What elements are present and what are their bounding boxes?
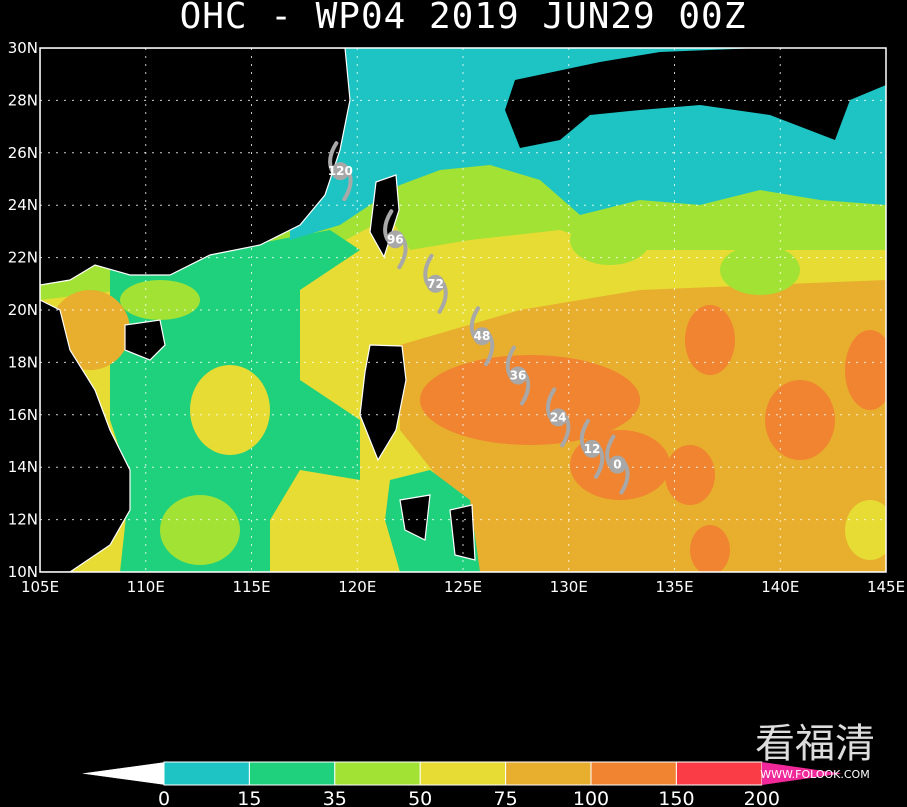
track-hour-label: 48 (474, 329, 491, 343)
title: OHC - WP04 2019 JUN29 00Z (180, 0, 747, 37)
colorbar: 0 15 35 50 75 100 150 200 (79, 761, 842, 807)
colorbar-box (590, 761, 677, 786)
track-hour-label: 12 (584, 442, 601, 456)
cyclone-center (426, 274, 445, 293)
colorbar-box (419, 761, 507, 786)
lon-tick-label: 130E (550, 578, 588, 596)
colorbar-label: 150 (658, 788, 694, 807)
lat-tick-label: 22N (8, 249, 38, 267)
colorbar-label: 75 (494, 788, 518, 807)
watermark-url: WWW.FOLOOK.COM (760, 768, 869, 781)
lon-tick-label: 145E (867, 578, 905, 596)
cyclone-center (473, 327, 492, 346)
lat-tick-label: 14N (8, 458, 38, 476)
track-hour-label: 24 (550, 410, 567, 424)
lon-tick-label: 115E (232, 578, 270, 596)
lon-tick-label: 125E (444, 578, 482, 596)
track-hour-label: 36 (510, 369, 527, 383)
colorbar-over (761, 762, 842, 785)
colorbar-label: 100 (573, 788, 609, 807)
cyclone-symbol (383, 209, 408, 270)
colorbar-label: 0 (158, 788, 170, 807)
cyclone-symbol (469, 306, 495, 367)
colorbar-label: 15 (237, 788, 261, 807)
colorbar-box (675, 761, 763, 786)
track-hour-label: 0 (613, 458, 621, 472)
colorbar-under (79, 761, 165, 786)
cyclone-symbol (505, 345, 531, 406)
lat-tick-label: 10N (8, 563, 38, 581)
lat-tick-label: 26N (8, 144, 38, 162)
lat-tick-label: 16N (8, 406, 38, 424)
cyclone-center (331, 162, 350, 181)
lon-tick-label: 135E (655, 578, 693, 596)
cyclone-center (549, 408, 568, 427)
cyclone-center (508, 366, 527, 385)
cyclone-symbol (605, 434, 630, 495)
lat-tick-label: 12N (8, 511, 38, 529)
lon-tick-label: 105E (21, 578, 59, 596)
lon-tick-label: 120E (338, 578, 376, 596)
colorbar-label: 200 (744, 788, 780, 807)
ohc-field (40, 48, 886, 572)
watermark: 看福清 (755, 721, 875, 767)
lon-tick-label: 110E (127, 578, 165, 596)
cyclone-symbol (545, 387, 571, 448)
colorbar-label: 35 (323, 788, 347, 807)
lat-tick-label: 20N (8, 301, 38, 319)
grid: 105E 110E 115E 120E 125E 130E 135E 140E 145E 10N 1… (8, 39, 905, 596)
track-hour-label: 96 (387, 232, 404, 246)
lon-tick-label: 140E (761, 578, 799, 596)
colorbar-box (505, 761, 592, 786)
lat-tick-label: 28N (8, 91, 38, 109)
cyclone-center (608, 455, 627, 474)
colorbar-label: 50 (408, 788, 432, 807)
cyclone-symbol (579, 418, 605, 479)
lat-tick-label: 30N (8, 39, 38, 57)
lat-tick-label: 18N (8, 353, 38, 371)
track-hour-label: 120 (328, 164, 353, 178)
cyclone-symbol (328, 141, 353, 202)
colorbar-box (334, 761, 421, 786)
colorbar-box (248, 761, 336, 786)
cyclone-center (386, 230, 405, 249)
track-hour-label: 72 (427, 277, 444, 291)
colorbar-box (163, 761, 250, 786)
cyclone-symbol (423, 253, 448, 314)
lat-tick-label: 24N (8, 196, 38, 214)
cyclone-center (583, 439, 602, 458)
